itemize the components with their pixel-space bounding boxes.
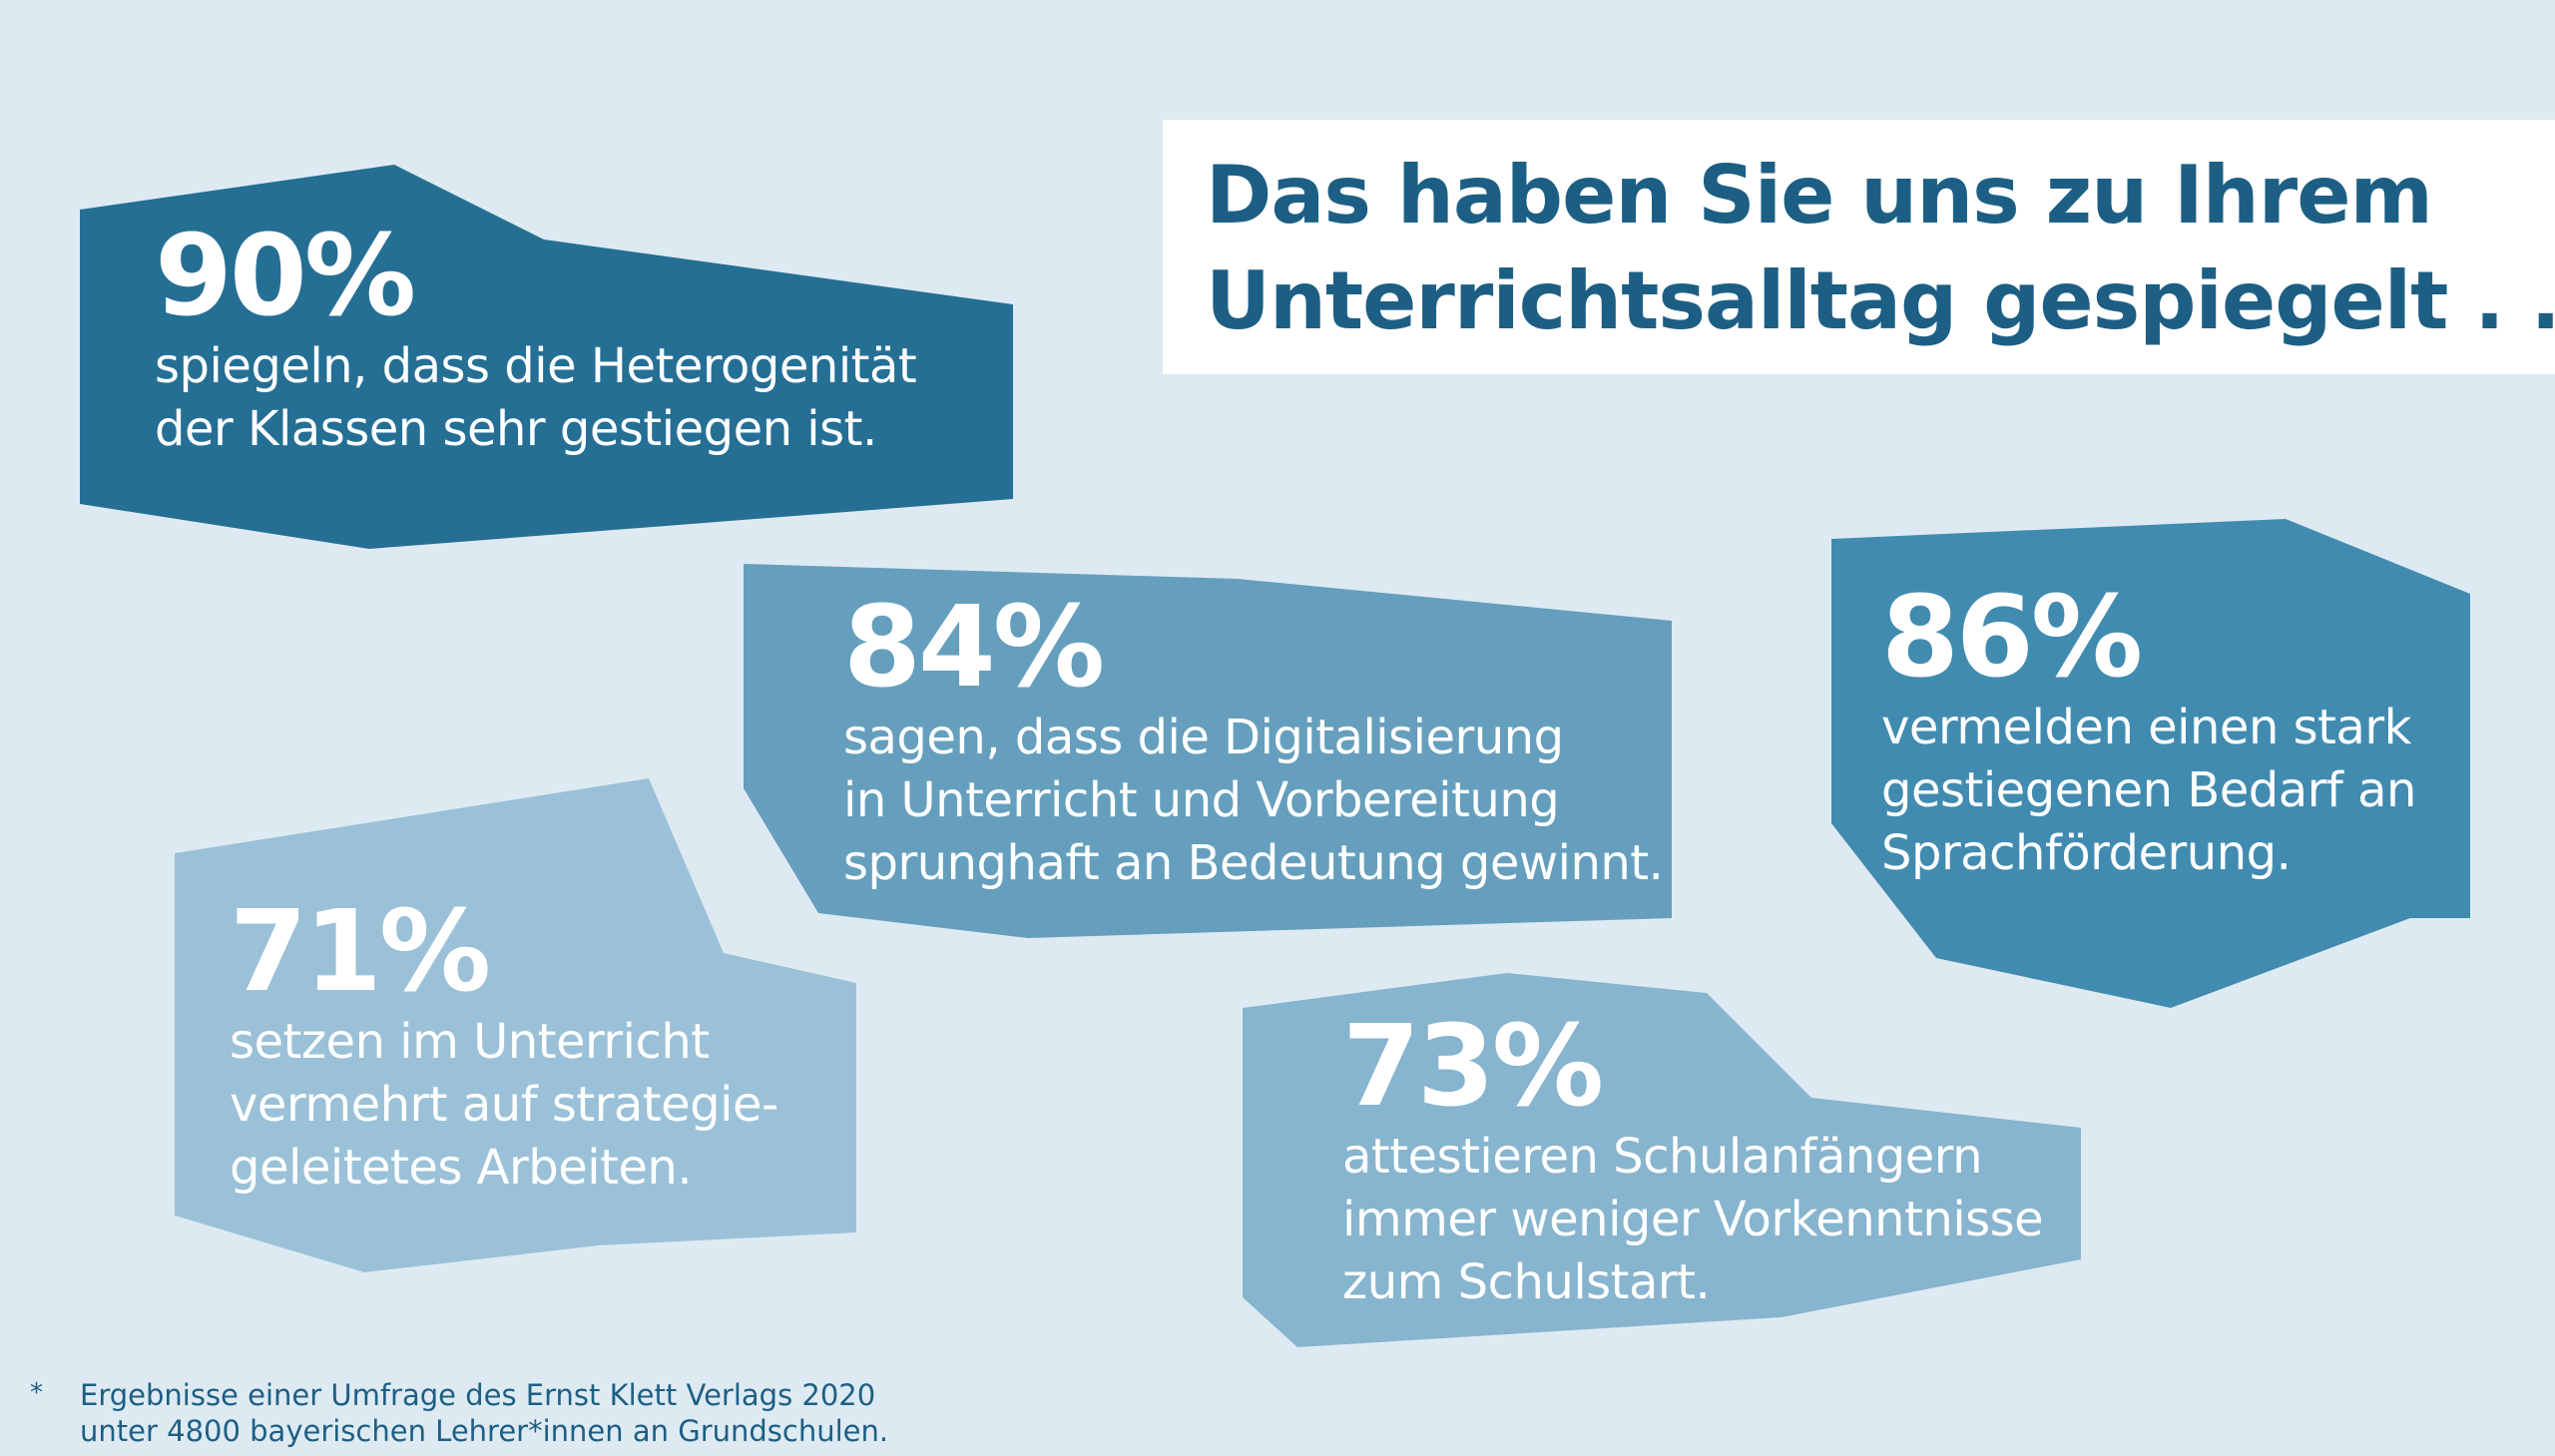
- stat-84-percent: 84%: [843, 583, 1105, 713]
- headline-line-2-text: Unterrichtsalltag gespiegelt . . .: [1206, 254, 2555, 347]
- stat-86-line-1: vermelden einen stark: [1881, 700, 2411, 755]
- stat-73-percent: 73%: [1342, 1002, 1604, 1132]
- footnote: * Ergebnisse einer Umfrage des Ernst Kle…: [30, 1377, 888, 1449]
- stat-71: 71% setzen im Unterricht vermehrt auf st…: [230, 893, 778, 1200]
- stat-86: 86% vermelden einen stark gestiegenen Be…: [1881, 579, 2416, 885]
- headline: Das haben Sie uns zu Ihrem Unterrichtsal…: [1206, 143, 2555, 354]
- headline-line-1: Das haben Sie uns zu Ihrem: [1206, 149, 2433, 242]
- footnote-line-1: Ergebnisse einer Umfrage des Ernst Klett…: [80, 1378, 876, 1412]
- shape-71: [175, 778, 856, 1272]
- footnote-mark: *: [30, 1378, 43, 1408]
- stat-84-line-1: sagen, dass die Digitalisierung: [843, 710, 1564, 765]
- stat-73: 73% attestieren Schulanfängern immer wen…: [1342, 1002, 2044, 1314]
- stat-86-line-3: Sprachförderung.: [1881, 825, 2292, 881]
- stat-84-line-2: in Unterricht und Vorbereitung: [843, 772, 1560, 828]
- stat-90-percent: 90%: [155, 212, 416, 341]
- stat-73-line-3: zum Schulstart.: [1342, 1254, 1711, 1310]
- stat-84: 84% sagen, dass die Digitalisierung in U…: [843, 583, 1664, 895]
- stat-84-line-3: sprunghaft an Bedeutung gewinnt.: [843, 835, 1664, 891]
- shape-90: [80, 165, 1013, 549]
- stat-90-line-2: der Klassen sehr gestiegen ist.: [155, 401, 877, 457]
- stat-71-line-2: vermehrt auf strategie-: [230, 1077, 778, 1133]
- title-box: [1163, 120, 2555, 374]
- footnote-line-2: unter 4800 bayerischen Lehrer*innen an G…: [80, 1414, 889, 1448]
- shape-86: [1831, 519, 2470, 1008]
- stat-90: 90% spiegeln, dass die Heterogenität der…: [155, 212, 917, 461]
- stat-73-line-2: immer weniger Vorkenntnisse: [1342, 1192, 2044, 1247]
- stat-86-percent: 86%: [1881, 573, 2143, 703]
- stat-71-line-1: setzen im Unterricht: [230, 1014, 710, 1070]
- stat-73-line-1: attestieren Schulanfängern: [1342, 1129, 1983, 1185]
- headline-line-2: Unterrichtsalltag gespiegelt . . .*: [1206, 248, 2555, 354]
- stat-71-line-3: geleitetes Arbeiten.: [230, 1140, 693, 1196]
- stat-86-line-2: gestiegenen Bedarf an: [1881, 762, 2416, 818]
- stat-90-line-1: spiegeln, dass die Heterogenität: [155, 338, 917, 394]
- stat-71-percent: 71%: [230, 887, 491, 1017]
- shape-84: [744, 564, 1672, 938]
- shape-73: [1243, 973, 2081, 1347]
